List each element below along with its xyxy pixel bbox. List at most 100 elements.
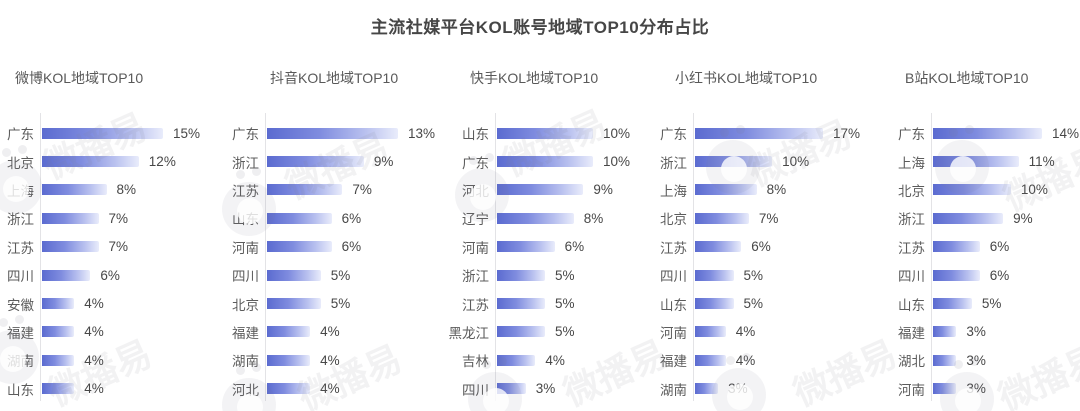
- value-label: 13%: [407, 125, 435, 141]
- bar: [42, 298, 75, 310]
- region-label: 北京: [660, 212, 687, 228]
- value-label: 3%: [728, 381, 748, 397]
- bar-row: 浙江 9%: [215, 147, 435, 175]
- value-label: 11%: [1028, 154, 1055, 170]
- bar-row: 四川 3%: [435, 375, 645, 403]
- value-label: 9%: [1013, 210, 1033, 226]
- region-label: 福建: [232, 325, 259, 341]
- bar-chart: 广东 14% 上海 11% 北京 10% 浙江 9% 江苏 6% 四川 6% 山东 5% 福建 3% 湖北 3% 河…: [860, 113, 1080, 403]
- region-label: 北京: [7, 155, 34, 171]
- value-label: 7%: [108, 210, 129, 226]
- region-label: 湖南: [7, 354, 34, 370]
- bar-row: 山东 5%: [860, 289, 1080, 317]
- region-label: 黑龙江: [448, 325, 490, 341]
- bar-row: 山东 4%: [0, 375, 215, 403]
- region-label: 上海: [7, 183, 34, 199]
- bar-row: 江苏 7%: [0, 233, 215, 261]
- page-title: 主流社媒平台KOL账号地域TOP10分布占比: [370, 18, 710, 37]
- value-label: 5%: [330, 267, 351, 283]
- bar-row: 山东 6%: [215, 204, 435, 232]
- region-label: 河南: [660, 325, 687, 341]
- value-label: 7%: [108, 239, 129, 255]
- region-label: 山东: [898, 297, 925, 313]
- bar: [267, 269, 321, 281]
- value-label: 4%: [320, 324, 340, 340]
- value-label: 3%: [966, 381, 986, 397]
- value-label: 15%: [173, 125, 201, 141]
- value-label: 6%: [751, 239, 771, 255]
- value-label: 4%: [735, 324, 756, 340]
- value-label: 6%: [564, 239, 585, 255]
- value-label: 12%: [148, 154, 176, 170]
- value-label: 4%: [735, 352, 756, 368]
- chart-xiaohongshu: 小红书KOL地域TOP10 广东 17% 浙江 10% 上海 8% 北京 7% 江苏 6% 四川 5%…: [645, 69, 860, 403]
- bar: [42, 156, 139, 168]
- bar: [497, 127, 593, 139]
- bar: [933, 156, 1019, 168]
- platform-subtitle: 小红书KOL地域TOP10: [675, 70, 818, 86]
- bar: [267, 298, 321, 310]
- region-label: 河北: [462, 183, 489, 199]
- region-label: 四川: [7, 269, 34, 285]
- bar-chart: 山东 10% 广东 10% 河北 9% 辽宁 8% 河南 6% 浙江 5% 江苏 5% 黑龙江 5% 吉林 4% 四…: [435, 113, 645, 403]
- value-label: 5%: [981, 296, 1002, 312]
- bar-row: 江苏 7%: [215, 176, 435, 204]
- value-label: 4%: [545, 352, 565, 368]
- bar-row: 北京 10%: [860, 176, 1080, 204]
- region-label: 江苏: [462, 297, 489, 313]
- bar-row: 浙江 10%: [645, 147, 860, 175]
- region-label: 山东: [660, 297, 687, 313]
- bar: [695, 326, 726, 338]
- region-label: 福建: [7, 325, 34, 341]
- bar: [933, 212, 1004, 224]
- value-label: 7%: [352, 182, 372, 198]
- bar-row: 黑龙江 5%: [435, 318, 645, 346]
- bar-row: 河北 4%: [215, 375, 435, 403]
- bar: [933, 298, 972, 310]
- value-label: 6%: [100, 267, 120, 283]
- value-label: 3%: [535, 381, 556, 397]
- chart-weibo: 微博KOL地域TOP10 广东 15% 北京 12% 上海 8% 浙江 7% 江苏 7% 四川 6% 安…: [0, 69, 215, 403]
- bar: [695, 241, 742, 253]
- region-label: 河北: [232, 382, 259, 398]
- bar: [267, 241, 332, 253]
- bar-row: 广东 17%: [645, 119, 860, 147]
- bar: [42, 326, 75, 338]
- bar-row: 山东 10%: [435, 119, 645, 147]
- bar-row: 江苏 6%: [645, 233, 860, 261]
- region-label: 上海: [660, 183, 687, 199]
- region-label: 山东: [7, 382, 34, 398]
- bar-row: 四川 5%: [645, 261, 860, 289]
- bar-row: 江苏 6%: [860, 233, 1080, 261]
- bar: [933, 269, 980, 281]
- value-label: 9%: [593, 182, 613, 198]
- value-label: 7%: [758, 210, 779, 226]
- platform-subtitle: 抖音KOL地域TOP10: [270, 70, 399, 86]
- value-label: 5%: [555, 324, 575, 340]
- value-label: 3%: [966, 324, 986, 340]
- value-label: 6%: [341, 239, 362, 255]
- bar: [497, 156, 593, 168]
- region-label: 浙江: [232, 155, 259, 171]
- value-label: 3%: [966, 352, 986, 368]
- value-label: 5%: [743, 296, 764, 312]
- bar-row: 吉林 4%: [435, 346, 645, 374]
- region-label: 广东: [660, 127, 687, 143]
- bar-row: 广东 10%: [435, 147, 645, 175]
- region-label: 安徽: [7, 297, 34, 313]
- bar-row: 湖南 4%: [215, 346, 435, 374]
- region-label: 湖南: [232, 354, 259, 370]
- bar: [497, 269, 545, 281]
- region-label: 四川: [462, 382, 489, 398]
- region-label: 河南: [898, 382, 925, 398]
- region-label: 广东: [898, 127, 925, 143]
- bar-row: 河南 3%: [860, 375, 1080, 403]
- bar: [933, 383, 957, 395]
- bar-row: 江苏 5%: [435, 289, 645, 317]
- value-label: 4%: [84, 381, 104, 397]
- bar: [497, 212, 574, 224]
- bar-chart: 广东 13% 浙江 9% 江苏 7% 山东 6% 河南 6% 四川 5% 北京 5% 福建 4% 湖南 4% 河北 4…: [215, 113, 435, 403]
- region-label: 吉林: [462, 354, 489, 370]
- bar: [267, 212, 332, 224]
- bar-row: 广东 13%: [215, 119, 435, 147]
